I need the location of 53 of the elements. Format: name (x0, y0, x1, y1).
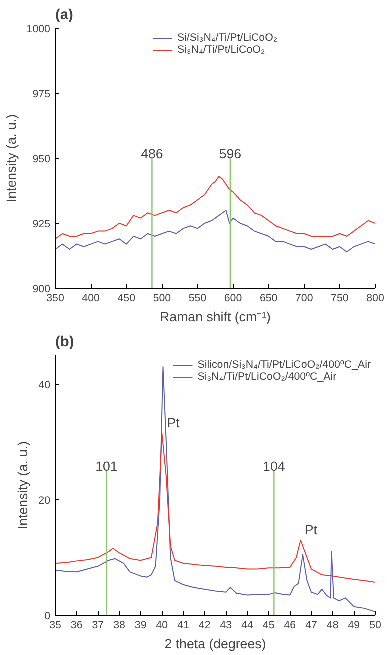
x-tick-label: 44 (242, 620, 254, 632)
x-tick-label: 49 (348, 620, 360, 632)
legend-label: Silicon/Si₃N₄/Ti/Pt/LiCoO₂/400ºC_Air (198, 359, 371, 371)
y-tick-label: 925 (32, 218, 51, 230)
x-tick-label: 550 (188, 292, 207, 304)
annotation: 104 (263, 459, 286, 474)
x-tick-label: 650 (260, 292, 278, 304)
x-tick-label: 40 (156, 620, 168, 632)
x-tick-label: 350 (46, 292, 64, 304)
x-tick-label: 800 (366, 292, 384, 304)
y-tick-label: 900 (32, 284, 51, 296)
y-tick-label: 975 (32, 88, 51, 100)
x-tick-label: 42 (198, 620, 211, 632)
line-series (56, 176, 376, 240)
y-tick-label: 1000 (26, 24, 51, 36)
y-axis-title: Intensity (a. u.) (4, 114, 19, 203)
ref-line-label: 486 (141, 146, 164, 162)
y-tick-label: 20 (38, 494, 51, 507)
x-tick-label: 43 (220, 620, 232, 632)
y-tick-label: 950 (32, 154, 51, 166)
x-tick-label: 38 (114, 620, 126, 632)
legend-label: Si₃N₄/Ti/Pt/LiCoO₂ (177, 44, 266, 56)
chart-title: (a) (56, 8, 74, 24)
x-tick-label: 750 (331, 292, 349, 304)
line-series (56, 433, 376, 584)
annotation: 101 (96, 459, 118, 474)
x-tick-label: 47 (306, 620, 318, 632)
x-tick-label: 50 (370, 620, 382, 632)
x-tick-label: 39 (134, 620, 147, 632)
line-series (56, 210, 376, 253)
x-tick-label: 37 (92, 620, 104, 632)
x-axis-title: 2 theta (degrees) (164, 636, 266, 652)
legend-label: Si₃N₄/Ti/Pt/LiCoO₂/400ºC_Air (198, 371, 337, 383)
annotation: Pt (304, 522, 318, 538)
x-tick-label: 41 (178, 620, 190, 632)
y-axis-title: Intensity (a. u.) (16, 441, 31, 530)
x-tick-label: 450 (118, 292, 136, 304)
x-tick-label: 35 (50, 620, 62, 632)
x-tick-label: 48 (326, 620, 339, 632)
x-tick-label: 36 (70, 620, 83, 632)
x-tick-label: 45 (262, 620, 275, 632)
ref-line-label: 596 (219, 146, 242, 162)
chart-title: (b) (56, 334, 74, 350)
x-tick-label: 400 (82, 292, 100, 304)
x-tick-label: 700 (296, 292, 314, 304)
y-tick-label: 0 (44, 610, 51, 622)
x-tick-label: 46 (284, 620, 296, 632)
y-tick-label: 40 (38, 379, 51, 392)
x-tick-label: 600 (224, 292, 242, 304)
annotation: Pt (167, 416, 180, 430)
x-axis-title: Raman shift (cm⁻¹) (160, 310, 271, 324)
legend-label: Si/Si₃N₄/Ti/Pt/LiCoO₂ (177, 32, 278, 44)
x-tick-label: 500 (153, 292, 172, 304)
